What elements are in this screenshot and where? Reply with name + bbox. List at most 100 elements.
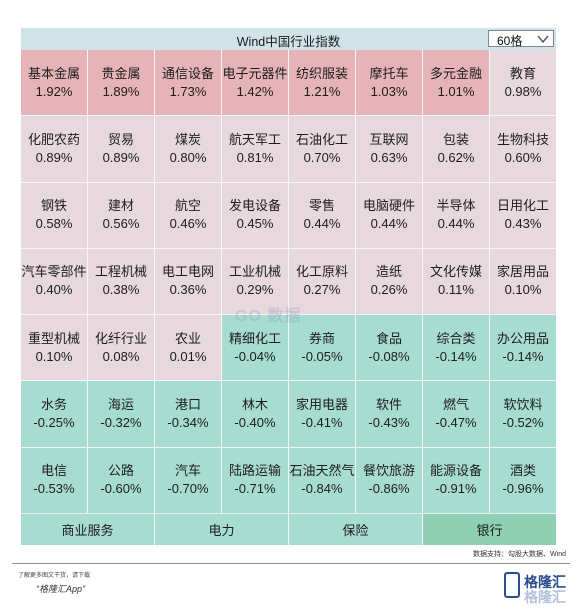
industry-cell[interactable]: 半导体 0.44% [423,182,489,248]
industry-cell[interactable]: 教育 0.98% [490,50,556,116]
industry-cell[interactable]: 生物科技 0.60% [490,116,556,182]
industry-change-pct: 0.46% [169,216,207,232]
industry-name: 化肥农药 [27,131,80,147]
industry-cell[interactable]: 多元金融 1.01% [423,50,489,116]
industry-cell[interactable]: 工业机械 0.29% [222,248,288,315]
industry-name: 家居用品 [496,264,549,280]
industry-cell[interactable]: 酒类 -0.96% [490,447,556,513]
industry-name: 能源设备 [429,463,482,479]
industry-change-pct: 0.58% [35,216,73,232]
industry-change-pct: -0.04% [234,348,276,364]
industry-cell[interactable]: 化肥农药 0.89% [21,116,87,182]
industry-cell[interactable]: 汽车零部件 0.40% [21,248,87,315]
industry-cell[interactable]: 钢铁 0.58% [21,182,87,248]
industry-cell[interactable]: 陆路运输 -0.71% [222,447,288,513]
industry-name: 汽车零部件 [21,264,87,280]
industry-cell[interactable]: 化工原料 0.27% [289,248,355,315]
industry-cell[interactable]: 日用化工 0.43% [490,182,556,248]
industry-cell[interactable]: 石油化工 0.70% [289,116,355,182]
industry-cell[interactable]: 港口 -0.34% [155,381,221,447]
industry-name: 化纤行业 [94,330,147,346]
industry-cell[interactable]: 贸易 0.89% [88,116,154,182]
promo-app-name: “格隆汇App” [36,584,86,594]
industry-cell[interactable]: 互联网 0.63% [356,116,422,182]
industry-name: 食品 [375,330,402,346]
industry-cell[interactable]: 电子元器件 1.42% [222,50,288,116]
industry-cell[interactable]: 航天军工 0.81% [222,116,288,182]
industry-change-pct: -0.96% [502,481,544,497]
logo-mark-icon [504,572,520,598]
divider [12,563,570,564]
industry-cell[interactable]: 农业 0.01% [155,315,221,381]
industry-cell[interactable]: 商业服务 [21,514,154,545]
industry-cell[interactable]: 家用电器 -0.41% [289,381,355,447]
industry-cell[interactable]: 电信 -0.53% [21,447,87,513]
data-source-note: 数据支持：勾股大数据、Wind [473,551,566,558]
industry-cell[interactable]: 摩托车 1.03% [356,50,422,116]
industry-cell[interactable]: 软件 -0.43% [356,381,422,447]
industry-cell[interactable]: 贵金属 1.89% [88,50,154,116]
industry-cell[interactable]: 零售 0.44% [289,182,355,248]
industry-cell[interactable]: 发电设备 0.45% [222,182,288,248]
industry-cell[interactable]: 煤炭 0.80% [155,116,221,182]
industry-change-pct: -0.40% [234,415,276,431]
industry-cell[interactable]: 水务 -0.25% [21,381,87,447]
industry-cell[interactable]: 保险 [289,514,422,545]
industry-cell[interactable]: 通信设备 1.73% [155,50,221,116]
industry-change-pct: -0.43% [368,415,410,431]
industry-name: 石油化工 [295,131,348,147]
industry-cell[interactable]: 海运 -0.32% [88,381,154,447]
industry-cell[interactable]: 食品 -0.08% [356,315,422,381]
industry-cell[interactable]: 家居用品 0.10% [490,248,556,315]
industry-cell[interactable]: 基本金属 1.92% [21,50,87,116]
industry-name: 精细化工 [228,330,281,346]
industry-cell[interactable]: 化纤行业 0.08% [88,315,154,381]
logo-text: 格隆汇 [524,574,566,590]
industry-cell[interactable]: 林木 -0.40% [222,381,288,447]
industry-name: 生物科技 [496,131,549,147]
industry-name: 汽车 [174,463,201,479]
industry-cell[interactable]: 软饮料 -0.52% [490,381,556,447]
industry-cell[interactable]: 能源设备 -0.91% [423,447,489,513]
industry-cell[interactable]: 银行 [423,514,556,545]
chevron-down-icon [537,35,549,44]
industry-cell[interactable]: 纺织服装 1.21% [289,50,355,116]
industry-cell[interactable]: 燃气 -0.47% [423,381,489,447]
industry-change-pct: 0.44% [370,216,408,232]
industry-cell[interactable]: 公路 -0.60% [88,447,154,513]
industry-cell[interactable]: 包装 0.62% [423,116,489,182]
industry-cell[interactable]: 汽车 -0.70% [155,447,221,513]
industry-change-pct: 0.60% [504,149,542,165]
industry-change-pct: -0.41% [301,415,343,431]
industry-cell[interactable]: 电工电网 0.36% [155,248,221,315]
industry-grid: 基本金属 1.92% 贵金属 1.89% 通信设备 1.73% 电子元器件 1.42% 纺织服装… [21,50,556,513]
industry-cell[interactable]: 综合类 -0.14% [423,315,489,381]
industry-cell[interactable]: 造纸 0.26% [356,248,422,315]
industry-cell[interactable]: 餐饮旅游 -0.86% [356,447,422,513]
industry-name: 纺织服装 [295,65,348,81]
industry-cell[interactable]: 文化传媒 0.11% [423,248,489,315]
grid-size-dropdown[interactable]: 60格 [488,30,554,48]
industry-change-pct: 0.89% [35,149,73,165]
industry-cell[interactable]: 重型机械 0.10% [21,315,87,381]
industry-cell[interactable]: 航空 0.46% [155,182,221,248]
industry-cell[interactable]: 券商 -0.05% [289,315,355,381]
gelonghui-logo: 格隆汇 格隆汇 [504,568,568,605]
industry-change-pct: 0.98% [504,83,542,99]
industry-name: 半导体 [436,198,476,214]
industry-change-pct: 0.36% [169,282,207,298]
industry-cell[interactable]: 电力 [155,514,288,545]
industry-cell[interactable]: 石油天然气 -0.84% [289,447,355,513]
industry-change-pct: 1.89% [102,83,140,99]
industry-change-pct: 0.08% [102,348,140,364]
industry-change-pct: 1.01% [437,83,475,99]
industry-cell[interactable]: 办公用品 -0.14% [490,315,556,381]
industry-cell[interactable]: 建材 0.56% [88,182,154,248]
industry-change-pct: 0.10% [504,282,542,298]
industry-change-pct: -0.05% [301,348,343,364]
industry-cell[interactable]: 精细化工 -0.04% [222,315,288,381]
industry-change-pct: 0.43% [504,216,542,232]
industry-cell[interactable]: 电脑硬件 0.44% [356,182,422,248]
industry-cell[interactable]: 工程机械 0.38% [88,248,154,315]
industry-name: 基本金属 [27,65,80,81]
